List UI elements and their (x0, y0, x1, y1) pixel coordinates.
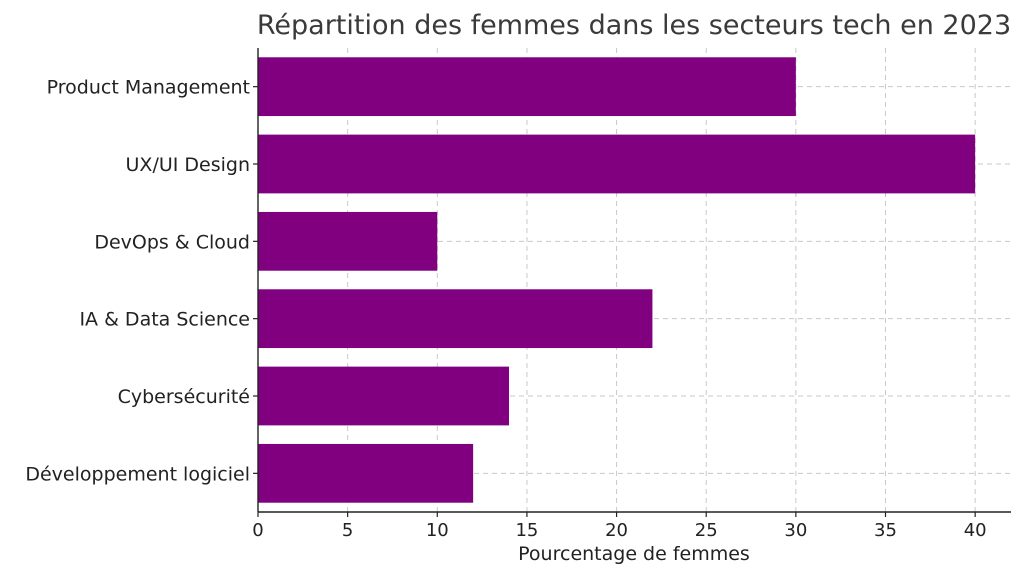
bar-devops-cloud (258, 211, 438, 271)
grid-lines (257, 48, 1011, 512)
category-label: DevOps & Cloud (94, 231, 250, 253)
bar-cybers-curit (258, 366, 509, 426)
category-label: Cybersécurité (118, 386, 250, 408)
x-tick-label: 15 (515, 520, 538, 541)
bar-ux-ui-design (258, 134, 976, 194)
category-labels: Développement logiciel Cybersécurité IA & … (25, 77, 250, 486)
category-label: Product Management (47, 77, 250, 99)
x-tick-label: 0 (252, 520, 263, 541)
x-tick-label: 25 (695, 520, 718, 541)
x-tick-label: 35 (874, 520, 897, 541)
x-tick-labels: 0 5 10 15 20 25 30 35 40 (252, 520, 986, 541)
x-axis-title: Pourcentage de femmes (518, 543, 750, 565)
x-tick-label: 40 (964, 520, 987, 541)
x-tick-label: 10 (426, 520, 449, 541)
category-label: UX/UI Design (126, 154, 250, 176)
bars (258, 57, 976, 503)
bar-d-veloppement-logiciel (258, 443, 474, 503)
x-tick-label: 5 (342, 520, 353, 541)
category-label: IA & Data Science (79, 309, 250, 331)
x-tick-label: 20 (605, 520, 628, 541)
axes (253, 48, 1011, 517)
category-label: Développement logiciel (25, 463, 250, 485)
bar-product-management (258, 57, 796, 117)
x-tick-label: 30 (784, 520, 807, 541)
bar-ia-data-science (258, 289, 653, 349)
chart-title: Répartition des femmes dans les secteurs… (257, 10, 1011, 41)
